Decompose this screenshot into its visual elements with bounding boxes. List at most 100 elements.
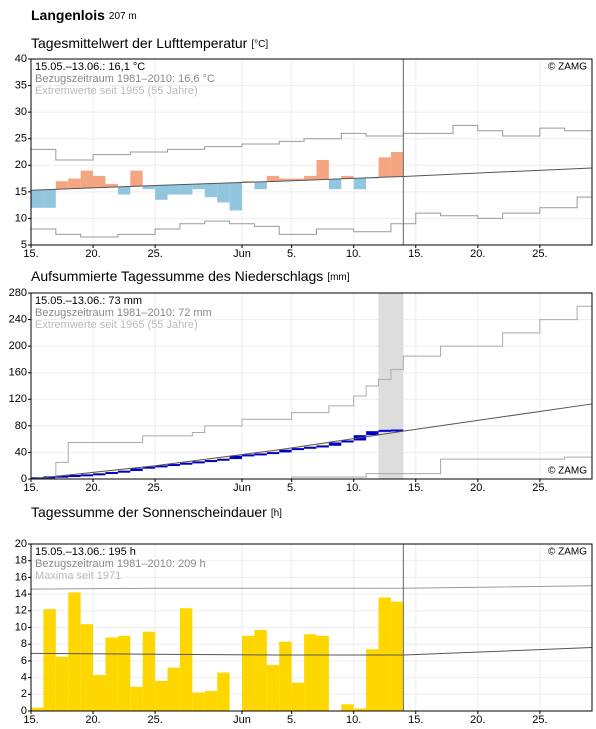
precip-step [204, 460, 218, 463]
bar [93, 675, 106, 711]
anomaly-bar [155, 185, 168, 200]
anomaly-bar [93, 175, 106, 188]
x-tick-label: 25. [147, 714, 162, 726]
deficit-area [204, 458, 218, 461]
deficit-area [80, 473, 94, 476]
lower-line [31, 456, 592, 480]
unit: [h] [271, 508, 282, 519]
y-tick-label: 8 [21, 638, 27, 650]
max-line [30, 585, 593, 590]
info-text: 15.05.–13.06.: 195 h [35, 546, 136, 558]
bar [241, 635, 255, 711]
upper-line [31, 124, 592, 161]
x-tick-label: Jun [233, 482, 251, 494]
bar [304, 634, 317, 711]
bar [341, 704, 354, 711]
plot-background [31, 59, 592, 245]
precip-step [341, 440, 354, 443]
x-tick-label: 20. [85, 482, 100, 494]
precip-step [117, 470, 131, 473]
precip-step [390, 429, 404, 432]
precip-step [142, 466, 156, 469]
precip-step [80, 474, 94, 477]
y-tick-label: 10 [15, 212, 27, 224]
x-tick-label: 15. [23, 482, 38, 494]
x-tick-label: 15. [23, 714, 38, 726]
precip-step [366, 431, 379, 436]
bar [217, 672, 230, 711]
bar [353, 708, 367, 711]
x-tick-label: Jun [233, 714, 251, 726]
bar [316, 635, 329, 711]
y-tick-label: 120 [9, 393, 27, 405]
info-text: Extremwerte seit 1965 (55 Jahre) [35, 85, 198, 97]
upper-line [31, 305, 592, 480]
deficit-area [266, 450, 280, 453]
panel-title: Tagessumme der Sonnenscheindauer [h] [31, 504, 282, 520]
highlight-band [378, 293, 404, 479]
precip-step [378, 429, 391, 432]
anomaly-bar [142, 185, 156, 190]
bar [192, 692, 205, 711]
precip-step [328, 442, 342, 446]
anomaly-bar [217, 183, 230, 203]
unit: [°C] [251, 39, 268, 50]
elevation: 207 m [109, 11, 137, 22]
precip-step [254, 453, 267, 456]
y-tick-label: 12 [15, 605, 27, 617]
copyright: © ZAMG [548, 547, 587, 558]
precip-step [279, 449, 292, 453]
anomaly-bar [341, 175, 354, 179]
info-text: Bezugszeitraum 1981–2010: 16,6 °C [35, 73, 215, 85]
y-tick-label: 160 [9, 367, 27, 379]
y-tick-label: 40 [15, 53, 27, 65]
anomaly-bar [266, 175, 280, 182]
precip-step [68, 475, 81, 478]
copyright: © ZAMG [548, 466, 587, 477]
bar [105, 637, 118, 711]
x-tick-label: 15. [408, 482, 423, 494]
mean-line [30, 403, 593, 480]
title-text: Aufsummierte Tagessumme des Niederschlag… [31, 268, 323, 284]
y-tick-label: 240 [9, 313, 27, 325]
deficit-area [117, 469, 131, 472]
anomaly-bar [279, 178, 292, 181]
y-tick-label: 2 [21, 688, 27, 700]
panel-title: Aufsummierte Tagessumme des Niederschlag… [31, 268, 350, 284]
anomaly-bar [353, 178, 367, 190]
panel-title: Tagesmittelwert der Lufttemperatur [°C] [31, 35, 268, 51]
bar [117, 635, 131, 711]
y-tick-label: 20 [15, 159, 27, 171]
anomaly-bar [179, 184, 193, 195]
y-tick-label: 80 [15, 420, 27, 432]
bar [43, 609, 56, 711]
precip-step [192, 461, 205, 464]
y-tick-label: 200 [9, 340, 27, 352]
x-tick-label: 20. [470, 714, 485, 726]
y-tick-label: 4 [21, 672, 27, 684]
y-tick-label: 5 [21, 239, 27, 251]
x-tick-label: 25. [147, 482, 162, 494]
y-tick-label: 14 [15, 588, 27, 600]
anomaly-bar [241, 181, 255, 183]
bar [254, 630, 267, 711]
x-tick-label: 5. [287, 714, 296, 726]
deficit-area [291, 446, 305, 449]
precip-step [179, 462, 193, 465]
x-tick-label: Jun [233, 248, 251, 260]
precip-step [304, 446, 317, 449]
anomaly-bar [43, 189, 56, 208]
x-tick-label: 20. [470, 248, 485, 260]
x-tick-label: 20. [85, 248, 100, 260]
anomaly-bar [130, 170, 143, 187]
precip-step [316, 445, 329, 448]
precip-step [217, 458, 230, 461]
info-text: Bezugszeitraum 1981–2010: 72 mm [35, 307, 212, 319]
y-tick-label: 0 [21, 705, 27, 717]
bar [279, 641, 292, 711]
title-text: Tagessumme der Sonnenscheindauer [31, 504, 267, 520]
info-text: 15.05.–13.06.: 73 mm [35, 295, 142, 307]
plot-frame [30, 58, 593, 246]
